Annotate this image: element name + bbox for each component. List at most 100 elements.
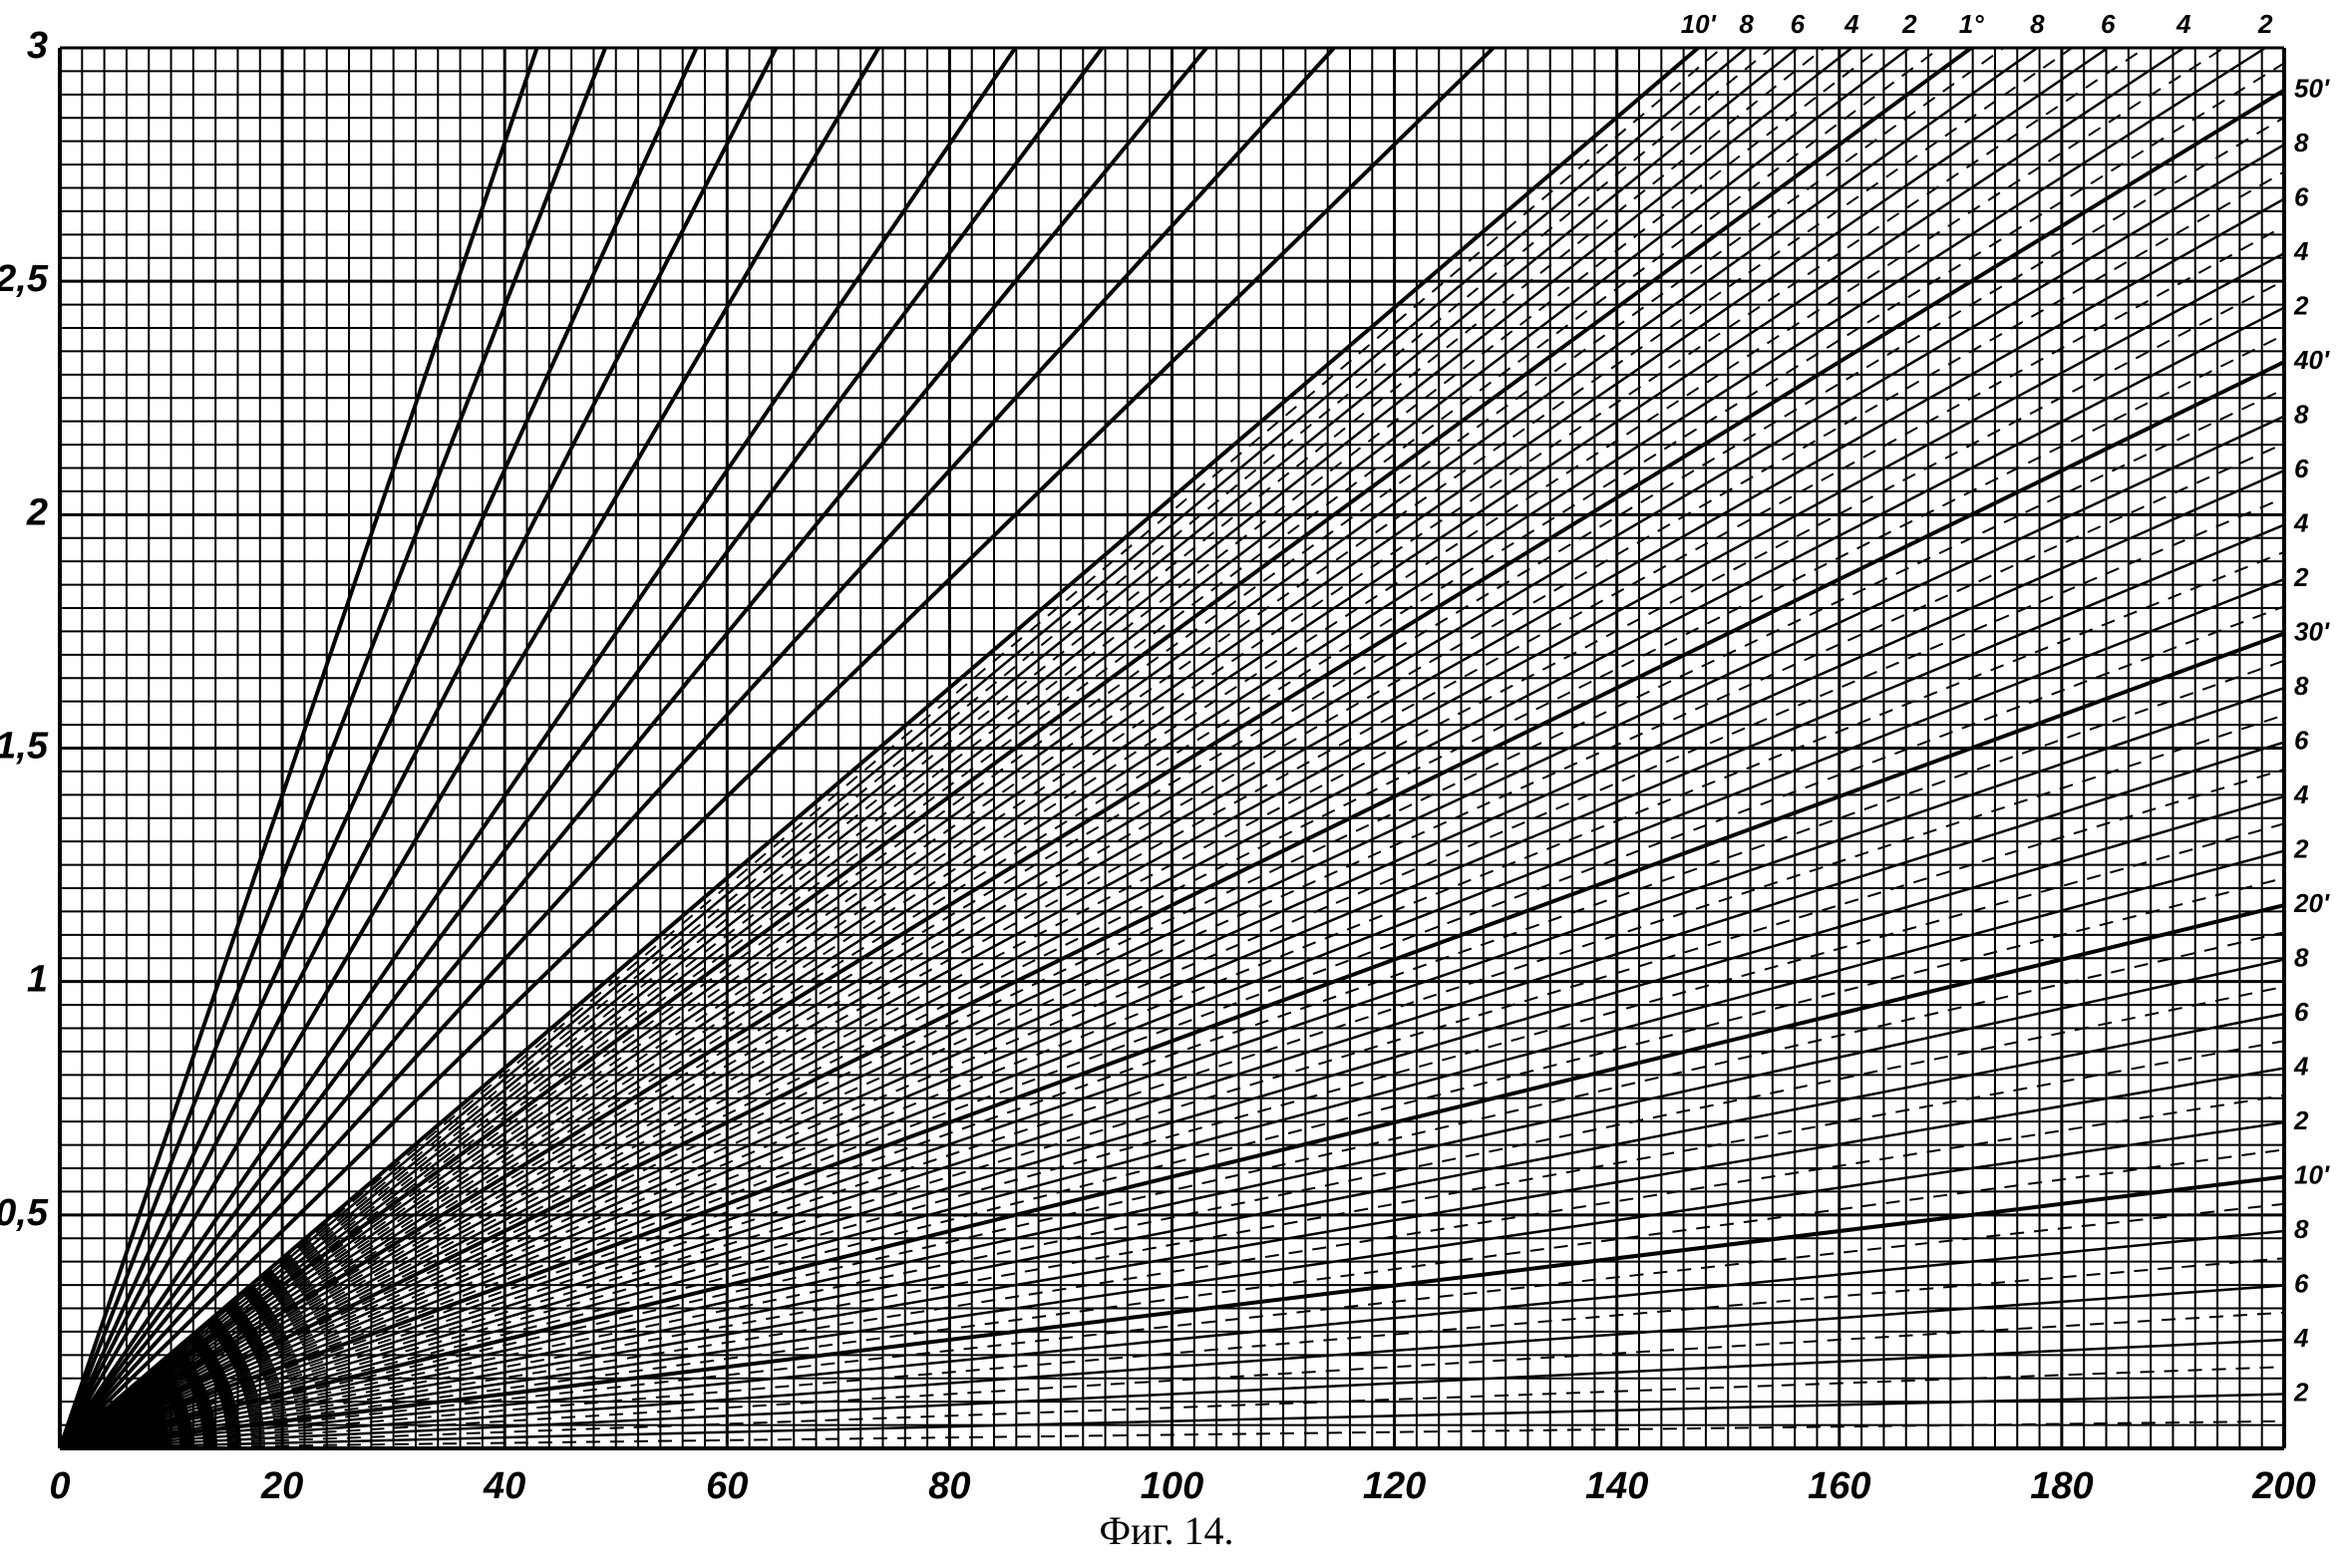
ray	[59, 1393, 2285, 1450]
ray-label: 10'	[1681, 9, 1717, 39]
dashed-ray	[59, 1366, 2285, 1449]
dashed-ray	[59, 1311, 2285, 1449]
ray-label: 2	[2293, 1377, 2309, 1407]
y-tick-label: 1	[27, 959, 48, 1001]
ray-label: 6	[2101, 9, 2116, 39]
dashed-ray	[59, 1148, 2285, 1449]
ray	[59, 46, 2266, 1450]
dashed-ray	[59, 62, 2285, 1449]
ray-label: 4	[2293, 507, 2309, 537]
ray	[58, 46, 1208, 1450]
ray-label: 6	[2294, 997, 2309, 1027]
ray	[59, 631, 2285, 1450]
ray	[59, 741, 2285, 1450]
ray	[59, 1284, 2285, 1450]
ray	[59, 46, 2109, 1450]
dashed-ray	[59, 388, 2285, 1449]
ray	[58, 46, 1336, 1450]
ray-label: 8	[2294, 1214, 2309, 1244]
ray-label: 8	[1739, 9, 1754, 39]
ray	[58, 46, 1017, 1450]
ray	[58, 47, 608, 1449]
ray	[59, 1012, 2285, 1450]
ray-label: 4	[2293, 780, 2309, 809]
ray-label: 8	[2294, 671, 2309, 701]
ray	[58, 46, 1496, 1450]
dashed-ray	[59, 550, 2285, 1449]
y-tick-label: 1,5	[0, 726, 49, 768]
dashed-ray	[59, 768, 2285, 1449]
ray	[59, 46, 2039, 1450]
ray-label: 2	[1901, 9, 1917, 39]
ray	[59, 577, 2285, 1450]
dashed-ray	[59, 47, 1941, 1449]
ray-label: 6	[2294, 454, 2309, 483]
ray	[59, 46, 2184, 1450]
ray-label: 10'	[2294, 1159, 2330, 1189]
x-tick-label: 140	[1585, 1465, 1648, 1507]
x-tick-label: 160	[1808, 1465, 1870, 1507]
dashed-ray	[59, 333, 2285, 1449]
ray-label: 4	[2293, 1323, 2309, 1353]
ray	[59, 47, 1911, 1449]
dashed-ray	[59, 47, 2147, 1449]
dashed-ray	[59, 116, 2285, 1449]
dashed-ray	[59, 1257, 2285, 1449]
ray-label: 8	[2294, 128, 2309, 157]
x-tick-label: 40	[483, 1465, 525, 1507]
x-tick-label: 200	[2251, 1465, 2315, 1507]
ray-label: 50'	[2294, 73, 2330, 103]
dashed-ray	[59, 1419, 2285, 1449]
ray	[59, 251, 2285, 1450]
ray-label: 4	[2175, 9, 2191, 39]
ray-label: 2	[2293, 290, 2309, 320]
ray	[59, 360, 2285, 1450]
caption: Фиг. 14.	[1100, 1508, 1234, 1553]
x-tick-label: 20	[260, 1465, 303, 1507]
ray	[59, 415, 2285, 1450]
ray-label: 6	[1791, 9, 1806, 39]
dashed-ray	[59, 1040, 2285, 1449]
ray	[59, 47, 1748, 1449]
dashed-ray	[59, 47, 1826, 1449]
dashed-ray	[59, 496, 2285, 1449]
ray-label: 2	[2293, 562, 2309, 592]
ray-label: 6	[2294, 181, 2309, 211]
dashed-ray	[59, 1094, 2285, 1449]
x-tick-label: 100	[1141, 1465, 1203, 1507]
dashed-ray	[59, 605, 2285, 1449]
dashed-ray	[59, 170, 2285, 1449]
y-tick-label: 2,5	[0, 258, 49, 300]
x-tick-label: 80	[928, 1465, 970, 1507]
ray	[58, 46, 1973, 1450]
dashed-ray	[59, 47, 1773, 1449]
ray-label: 4	[1843, 9, 1859, 39]
ray-label: 1°	[1959, 9, 1984, 39]
ray	[59, 197, 2285, 1450]
ray	[59, 306, 2285, 1450]
ray	[59, 1067, 2285, 1450]
ray-label: 30'	[2294, 616, 2330, 646]
dashed-ray	[59, 714, 2285, 1449]
ray	[59, 1229, 2285, 1450]
ray	[59, 469, 2285, 1450]
dashed-ray	[59, 822, 2285, 1449]
ray-label: 2	[2293, 833, 2309, 863]
ray-label: 2	[2293, 1105, 2309, 1135]
ray	[58, 46, 1700, 1450]
dashed-ray	[59, 224, 2285, 1449]
dashed-ray	[59, 279, 2285, 1449]
dashed-ray	[59, 47, 2005, 1449]
ray	[59, 47, 1799, 1449]
ray	[58, 47, 779, 1449]
ray-label: 20'	[2293, 888, 2330, 918]
ray-label: 8	[2294, 942, 2309, 972]
ray-label: 40'	[2293, 345, 2330, 375]
ray	[58, 47, 539, 1449]
x-tick-label: 120	[1363, 1465, 1426, 1507]
y-tick-label: 2	[26, 491, 48, 533]
x-tick-label: 180	[2030, 1465, 2093, 1507]
ray	[59, 903, 2285, 1450]
ray	[59, 686, 2285, 1450]
ray-label: 4	[2293, 1051, 2309, 1081]
